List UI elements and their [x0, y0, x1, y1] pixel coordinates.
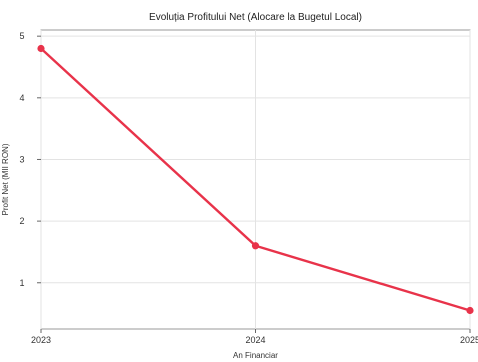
- x-tick-label: 2025: [460, 335, 478, 345]
- x-tick-label: 2024: [245, 335, 265, 345]
- y-tick-label: 3: [19, 154, 24, 164]
- grid-lines: [40, 30, 471, 329]
- x-axis-label: An Financiar: [233, 351, 278, 360]
- y-tick-label: 5: [19, 31, 24, 41]
- data-point: [466, 306, 474, 315]
- axes: 2023 2024 2025 1 2 3 4 5: [19, 31, 478, 345]
- x-tick-label: 2023: [31, 335, 51, 345]
- data-point: [37, 44, 45, 53]
- series-layer: [37, 44, 474, 315]
- chart-title: Evoluția Profitului Net (Alocare la Buge…: [149, 12, 362, 23]
- data-point: [251, 242, 260, 250]
- y-tick-label: 1: [19, 278, 24, 288]
- y-tick-label: 2: [19, 216, 24, 226]
- y-axis-label: Profit Net (MII RON): [1, 143, 10, 215]
- y-tick-label: 4: [19, 93, 24, 103]
